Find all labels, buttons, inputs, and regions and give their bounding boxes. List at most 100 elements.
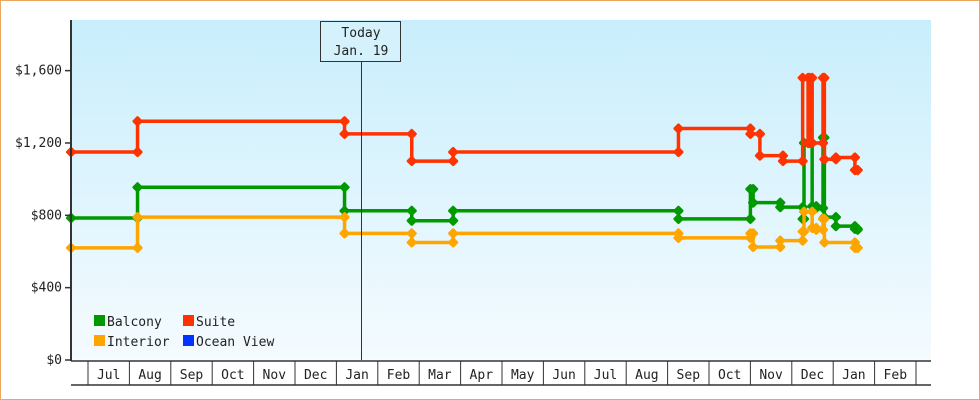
- y-tick-label: $0: [46, 353, 62, 368]
- legend-swatch: [94, 315, 105, 326]
- data-point[interactable]: [747, 228, 759, 239]
- data-point[interactable]: [811, 224, 822, 235]
- series-interior: [65, 206, 863, 253]
- legend-item: Balcony: [94, 315, 162, 330]
- data-point[interactable]: [852, 164, 863, 176]
- data-point[interactable]: [339, 128, 350, 139]
- data-point[interactable]: [775, 241, 786, 253]
- data-point[interactable]: [132, 182, 143, 193]
- data-point[interactable]: [745, 128, 756, 139]
- today-date: Jan. 19: [334, 44, 389, 59]
- data-point[interactable]: [817, 202, 829, 214]
- data-point[interactable]: [817, 224, 829, 235]
- data-point[interactable]: [817, 137, 829, 149]
- x-tick-label: Jun: [552, 368, 575, 383]
- data-point[interactable]: [852, 224, 863, 235]
- data-point[interactable]: [775, 235, 786, 246]
- data-point[interactable]: [807, 137, 818, 149]
- data-point[interactable]: [819, 72, 830, 83]
- legend-label: Suite: [196, 315, 235, 330]
- x-tick-label: Oct: [718, 368, 741, 383]
- data-point[interactable]: [447, 228, 459, 239]
- data-point[interactable]: [673, 123, 684, 134]
- data-point[interactable]: [447, 155, 459, 167]
- x-tick-label: Nov: [759, 368, 783, 383]
- data-point[interactable]: [447, 205, 459, 216]
- data-point[interactable]: [807, 206, 818, 217]
- data-point[interactable]: [798, 206, 810, 217]
- data-point[interactable]: [406, 237, 417, 248]
- data-point[interactable]: [673, 146, 684, 158]
- data-point[interactable]: [797, 235, 808, 246]
- data-point[interactable]: [819, 213, 830, 224]
- data-point[interactable]: [819, 154, 830, 165]
- data-point[interactable]: [673, 213, 684, 224]
- today-marker: Today Jan. 19: [320, 21, 401, 360]
- x-tick-label: Jan: [345, 368, 368, 383]
- legend-item: Suite: [183, 315, 235, 330]
- y-tick-label: $1,600: [15, 64, 62, 79]
- data-point[interactable]: [339, 116, 350, 127]
- series-line: [71, 76, 858, 172]
- data-point[interactable]: [339, 228, 350, 239]
- data-point[interactable]: [447, 215, 459, 226]
- data-point[interactable]: [132, 116, 143, 127]
- data-point[interactable]: [798, 226, 810, 237]
- x-tick-label: Sep: [180, 368, 204, 383]
- data-point[interactable]: [406, 228, 417, 239]
- data-point[interactable]: [775, 202, 786, 213]
- data-point[interactable]: [830, 221, 841, 232]
- legend: Balcony Suite Interior Ocean View: [94, 315, 274, 350]
- x-tick-label: May: [511, 368, 535, 383]
- x-tick-label: Aug: [635, 368, 658, 383]
- data-point[interactable]: [406, 215, 417, 226]
- legend-swatch: [183, 315, 194, 326]
- data-point[interactable]: [447, 237, 459, 248]
- data-point[interactable]: [447, 146, 459, 158]
- data-point[interactable]: [132, 242, 143, 253]
- x-tick-label: Sep: [677, 368, 701, 383]
- series-suite: [65, 72, 863, 176]
- data-point[interactable]: [406, 205, 417, 216]
- data-point[interactable]: [747, 241, 759, 253]
- data-point[interactable]: [830, 152, 841, 163]
- data-point[interactable]: [339, 182, 350, 193]
- data-point[interactable]: [673, 205, 684, 216]
- legend-swatch: [183, 335, 194, 346]
- x-tick-label: Feb: [387, 368, 411, 383]
- legend-item: Ocean View: [183, 335, 274, 350]
- data-point[interactable]: [339, 205, 350, 216]
- data-point[interactable]: [132, 146, 143, 158]
- data-point[interactable]: [777, 155, 789, 167]
- x-tick-label: Jul: [594, 368, 617, 383]
- x-tick-label: Apr: [470, 368, 494, 383]
- y-tick-label: $800: [31, 208, 62, 223]
- legend-label: Ocean View: [196, 335, 274, 350]
- plot-area: [71, 20, 931, 360]
- data-point[interactable]: [754, 150, 765, 161]
- data-point[interactable]: [747, 197, 759, 208]
- data-point[interactable]: [339, 211, 350, 223]
- data-point[interactable]: [852, 242, 863, 253]
- data-point[interactable]: [132, 211, 143, 223]
- x-tick-label: Jul: [97, 368, 120, 383]
- y-tick-label: $400: [31, 281, 62, 296]
- data-point[interactable]: [849, 152, 860, 163]
- data-point[interactable]: [819, 237, 830, 248]
- x-tick-label: Dec: [801, 368, 824, 383]
- data-point[interactable]: [747, 183, 759, 195]
- data-point[interactable]: [754, 128, 765, 139]
- data-point[interactable]: [830, 211, 841, 223]
- x-tick-label: Dec: [304, 368, 327, 383]
- data-point[interactable]: [797, 155, 808, 167]
- data-point[interactable]: [807, 72, 818, 83]
- data-point[interactable]: [745, 213, 756, 224]
- today-label: Today: [341, 26, 380, 41]
- today-box: [320, 21, 401, 62]
- data-point[interactable]: [406, 155, 417, 167]
- data-point[interactable]: [406, 128, 417, 139]
- x-tick-label: Feb: [884, 368, 908, 383]
- x-tick-label: Nov: [263, 368, 287, 383]
- data-point[interactable]: [673, 232, 684, 243]
